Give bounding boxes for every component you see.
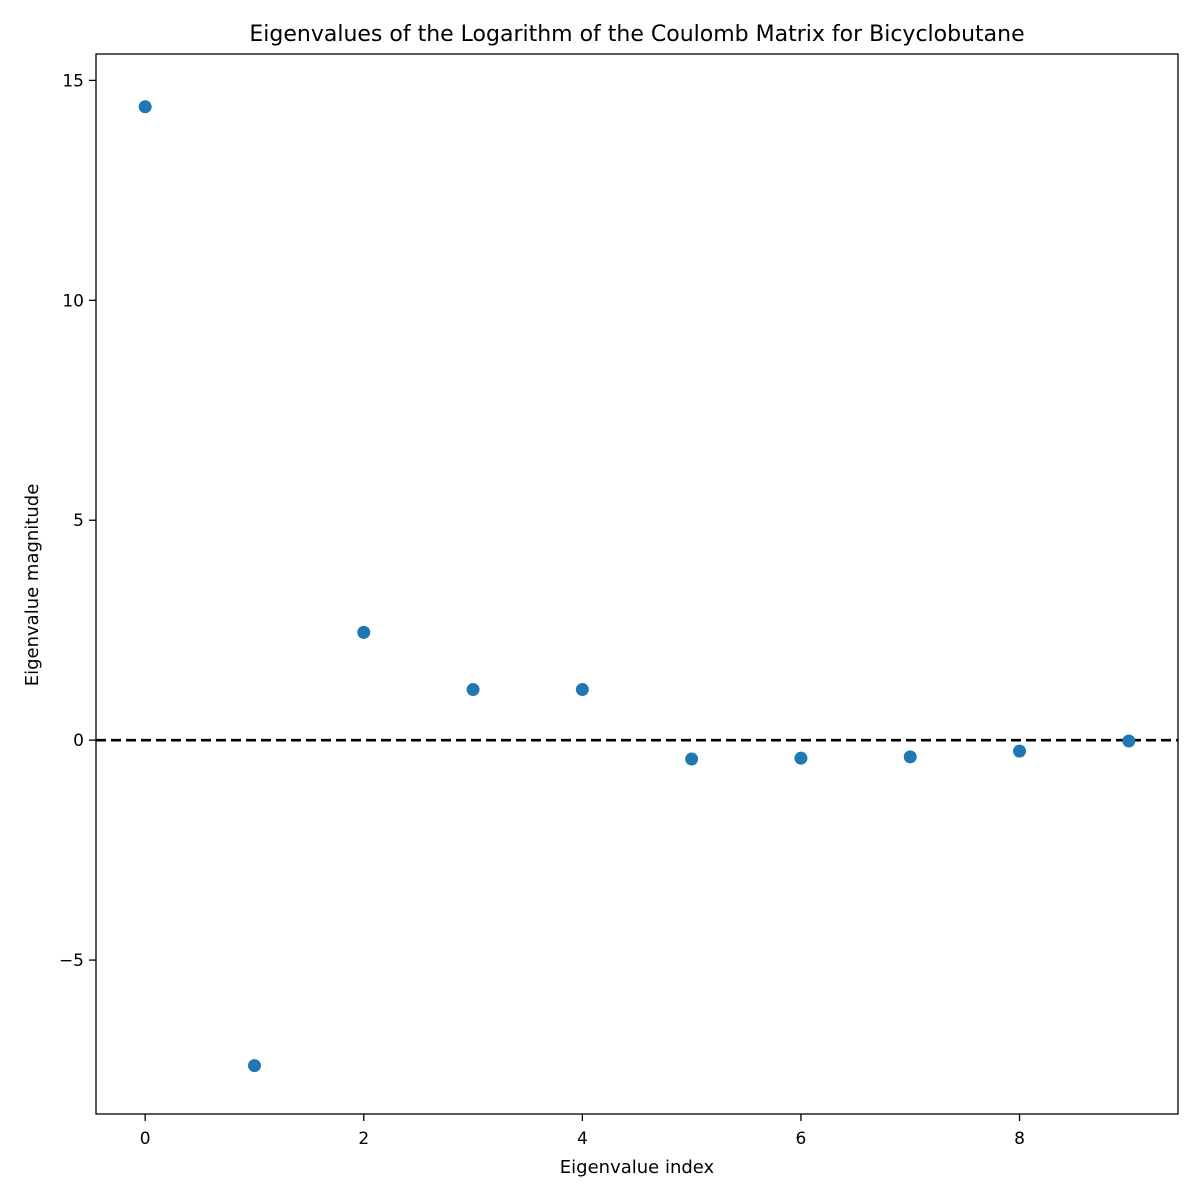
data-point xyxy=(685,752,699,766)
y-tick-label: 15 xyxy=(62,71,84,91)
data-point xyxy=(466,683,480,697)
data-point xyxy=(575,683,589,697)
data-point xyxy=(794,751,808,765)
x-tick-label: 4 xyxy=(577,1129,588,1149)
y-tick-label: −5 xyxy=(59,951,84,971)
data-point xyxy=(1122,734,1136,748)
plot-area: 0 2 4 6 8 −5 0 5 10 15 xyxy=(59,53,1179,1149)
y-axis-label: Eigenvalue magnitude xyxy=(22,484,43,687)
data-point xyxy=(357,625,371,639)
chart-title: Eigenvalues of the Logarithm of the Coul… xyxy=(249,22,1024,47)
plot-frame xyxy=(95,53,1179,1115)
x-axis-label: Eigenvalue index xyxy=(560,1157,715,1178)
x-tick-label: 0 xyxy=(140,1129,151,1149)
y-tick-label: 10 xyxy=(62,291,84,311)
y-tick-label: 5 xyxy=(73,511,84,531)
x-tick-label: 6 xyxy=(796,1129,807,1149)
x-tick-label: 8 xyxy=(1014,1129,1025,1149)
data-point xyxy=(903,750,917,764)
y-tick-label: 0 xyxy=(73,731,84,751)
data-point xyxy=(1013,744,1027,758)
data-point xyxy=(247,1059,261,1073)
x-tick-label: 2 xyxy=(358,1129,369,1149)
data-point xyxy=(138,100,152,114)
